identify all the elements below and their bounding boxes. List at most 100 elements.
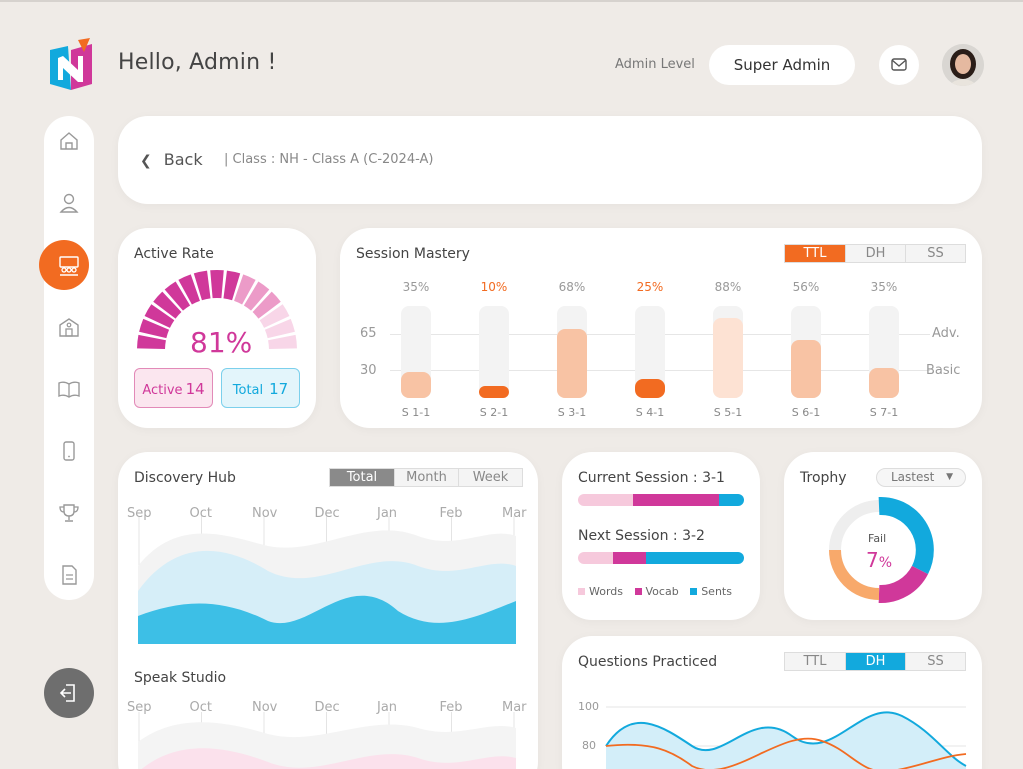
trophy-icon[interactable] [56,500,82,526]
mastery-bar-track [713,306,743,398]
tab-month[interactable]: Month [394,469,458,486]
tab-week[interactable]: Week [458,469,522,486]
session-mastery-title: Session Mastery [356,246,470,262]
classroom-icon[interactable] [56,252,82,278]
session-mastery-card: Session Mastery TTL DH SS 65 30 Adv. Bas… [340,228,982,428]
home-icon[interactable] [56,128,82,154]
trophy-select-value: Lastest [891,470,935,484]
y-tick-65: 65 [360,326,377,341]
gauge-segment [137,334,166,349]
mastery-bar-track [557,306,587,398]
y-tick-80: 80 [582,739,596,752]
mastery-bar-track [401,306,431,398]
breadcrumb: ❮ Back | Class : NH - Class A (C-2024-A) [118,116,982,204]
trophy-center-value: 7% [866,548,893,572]
month-label: Oct [189,700,212,715]
current-session-title: Current Session : 3-1 [578,470,725,486]
mastery-bar[interactable] [557,329,587,398]
questions-practiced-tabs: TTL DH SS [784,652,966,671]
month-label: Oct [189,506,212,521]
gauge-segment [178,274,200,305]
mastery-bar[interactable] [635,378,665,398]
y-tick-100: 100 [578,700,599,713]
tab-ttl[interactable]: TTL [785,245,845,262]
mail-button[interactable] [879,45,919,85]
trophy-card: Trophy Lastest ▼ Fail 7% [784,452,982,620]
back-button[interactable]: ❮ Back [140,150,203,169]
tab-dh[interactable]: DH [845,245,905,262]
gauge-segment [234,274,256,305]
tab-dh-q[interactable]: DH [845,653,905,670]
trophy-period-select[interactable]: Lastest ▼ [876,468,966,487]
month-label: Dec [314,506,340,521]
user-icon[interactable] [56,190,82,216]
month-label: Sep [127,506,152,521]
greeting-text: Hello, Admin ! [118,50,277,75]
session-label: S 3-1 [557,406,587,419]
mastery-bar[interactable] [401,372,431,398]
session-segment [578,494,633,506]
discovery-hub-chart [138,516,516,644]
discovery-hub-card: Discovery Hub Total Month Week Speak Stu… [118,452,538,769]
session-segment [719,494,744,506]
mastery-percent-label: 56% [792,280,820,294]
mastery-bar[interactable] [869,367,899,398]
level-adv-label: Adv. [932,326,960,341]
gauge-segment [144,304,175,328]
mastery-bar[interactable] [791,340,821,398]
mastery-percent-label: 88% [714,280,742,294]
tab-total[interactable]: Total [330,469,394,486]
mastery-bar-track [791,306,821,398]
session-segment [578,552,613,564]
session-label: S 7-1 [869,406,899,419]
total-count-badge: Total 17 [221,368,300,408]
month-label: Sep [127,700,152,715]
tab-ttl-q[interactable]: TTL [803,654,827,669]
logout-button[interactable] [44,668,94,718]
gauge-segment [243,281,270,311]
document-icon[interactable] [56,562,82,588]
mastery-bar-track [635,306,665,398]
total-label: Total [232,383,264,398]
discovery-hub-tabs: Total Month Week [329,468,523,487]
mail-icon [891,58,907,71]
session-mastery-tabs: TTL DH SS [784,244,966,263]
questions-practiced-chart [605,706,967,769]
gauge-segment [164,281,191,311]
active-count-badge: Active 14 [134,368,213,408]
level-basic-label: Basic [926,363,961,378]
gauge-segment [223,270,241,301]
mastery-bar-track [869,306,899,398]
month-label: Feb [439,700,463,715]
logout-icon [59,684,75,702]
session-legend: Words Vocab Sents [578,585,732,598]
total-value: 17 [269,380,289,398]
month-label: Jan [377,506,398,521]
class-info: | Class : NH - Class A (C-2024-A) [224,152,434,167]
admin-level-selector[interactable]: Super Admin [709,45,855,85]
speak-studio-title: Speak Studio [134,670,227,686]
mastery-bar[interactable] [713,317,743,398]
avatar[interactable] [942,44,984,86]
month-label: Dec [314,700,340,715]
session-segment [632,494,720,506]
book-icon[interactable] [56,376,82,402]
back-label: Back [163,150,203,169]
active-label: Active [142,383,183,398]
active-rate-card: Active Rate 81% Active 14 Total 17 [118,228,316,428]
active-rate-percent: 81% [190,326,253,359]
mastery-bar[interactable] [479,386,509,398]
school-icon[interactable] [56,314,82,340]
tab-ss[interactable]: SS [905,245,965,262]
admin-level-label: Admin Level [615,57,695,72]
session-label: S 4-1 [635,406,665,419]
mastery-percent-label: 35% [402,280,430,294]
tab-ss-q[interactable]: SS [905,653,965,670]
month-label: Mar [502,506,527,521]
questions-practiced-title: Questions Practiced [578,654,718,670]
mobile-icon[interactable] [56,438,82,464]
active-value: 14 [185,380,205,398]
gauge-segment [259,304,290,328]
caret-down-icon: ▼ [946,472,953,482]
trophy-donut [829,496,934,604]
